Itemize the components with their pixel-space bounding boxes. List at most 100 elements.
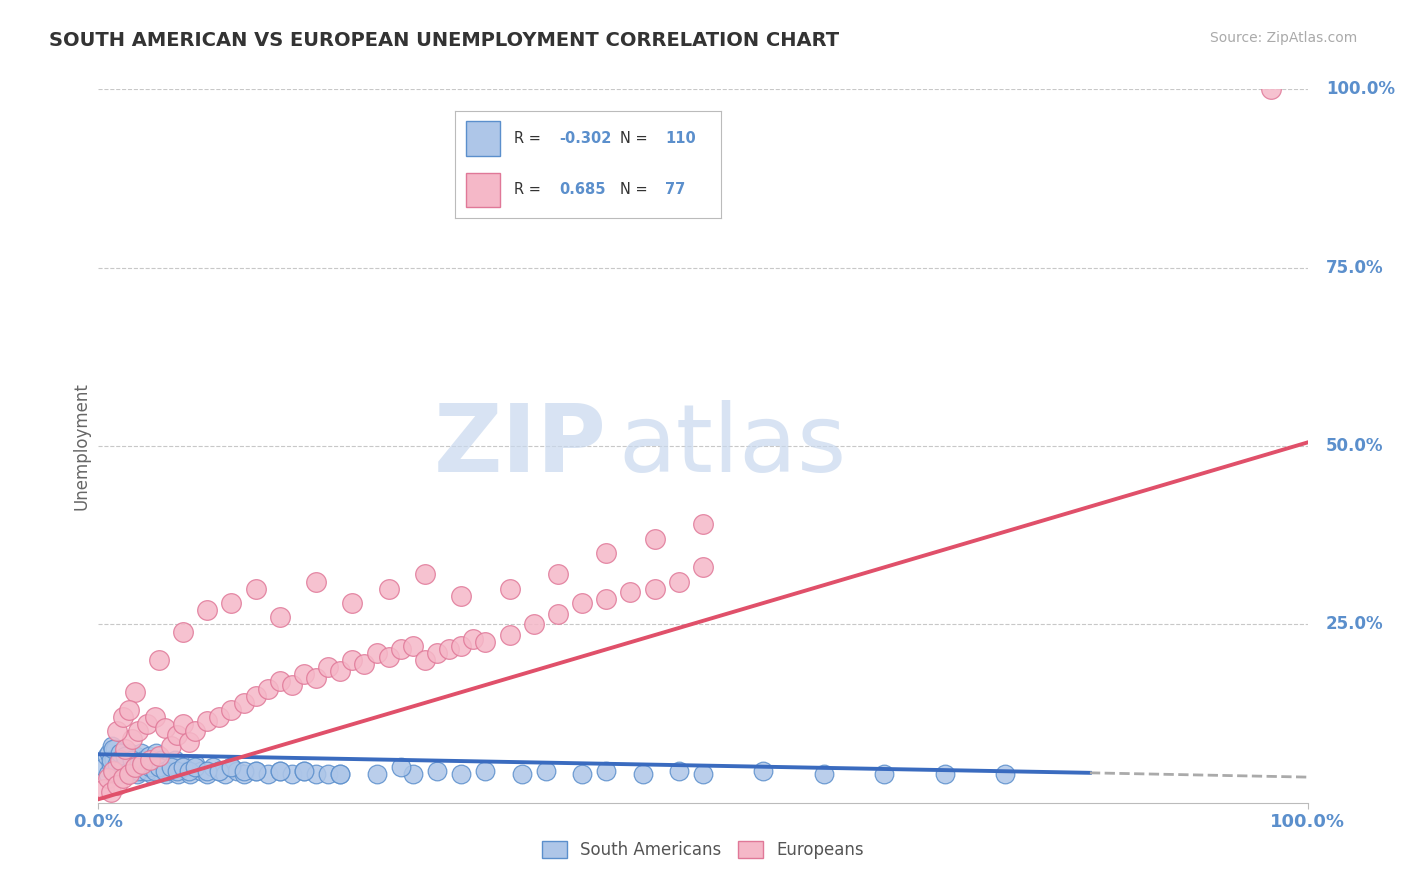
Point: [139, 753, 162, 767]
Point: [644, 582, 666, 596]
Point: [117, 767, 139, 781]
Point: [114, 760, 136, 774]
Point: [232, 767, 254, 781]
Point: [107, 749, 129, 764]
Point: [108, 753, 131, 767]
Point: [143, 710, 166, 724]
Point: [221, 596, 243, 610]
Point: [128, 756, 150, 771]
Point: [450, 589, 472, 603]
Point: [195, 714, 218, 728]
Point: [813, 767, 835, 781]
Point: [571, 596, 593, 610]
Point: [644, 532, 666, 546]
Point: [121, 753, 143, 767]
Point: [353, 657, 375, 671]
Point: [105, 778, 128, 792]
Point: [111, 771, 134, 785]
Point: [118, 746, 141, 760]
Point: [155, 767, 177, 781]
Point: [111, 710, 134, 724]
Point: [329, 767, 352, 781]
Point: [100, 785, 122, 799]
Point: [135, 764, 157, 778]
Point: [172, 760, 194, 774]
Point: [292, 667, 315, 681]
Point: [104, 742, 127, 756]
Point: [571, 767, 593, 781]
Point: [124, 760, 146, 774]
Point: [305, 767, 328, 781]
Point: [281, 767, 304, 781]
Point: [692, 560, 714, 574]
Point: [595, 592, 617, 607]
Point: [377, 582, 399, 596]
Point: [208, 764, 231, 778]
Point: [96, 749, 118, 764]
Point: [101, 764, 124, 778]
Point: [221, 760, 243, 774]
Point: [114, 749, 136, 764]
Point: [208, 710, 231, 724]
Point: [93, 781, 115, 796]
Point: [692, 517, 714, 532]
Text: ZIP: ZIP: [433, 400, 606, 492]
Point: [668, 574, 690, 589]
Point: [108, 746, 131, 760]
Point: [105, 724, 128, 739]
Point: [121, 753, 143, 767]
Point: [292, 764, 315, 778]
Point: [413, 653, 436, 667]
Point: [426, 764, 449, 778]
Point: [426, 646, 449, 660]
Point: [595, 546, 617, 560]
Point: [135, 717, 157, 731]
Point: [124, 685, 146, 699]
Point: [366, 646, 388, 660]
Point: [100, 739, 122, 753]
Point: [141, 767, 163, 781]
Point: [752, 764, 775, 778]
Point: [166, 728, 188, 742]
Point: [377, 649, 399, 664]
Point: [131, 764, 153, 778]
Point: [111, 764, 134, 778]
Point: [195, 767, 218, 781]
Point: [118, 764, 141, 778]
Point: [226, 764, 249, 778]
Point: [547, 607, 569, 621]
Point: [101, 742, 124, 756]
Point: [402, 767, 425, 781]
Point: [402, 639, 425, 653]
Point: [342, 596, 364, 610]
Point: [214, 767, 236, 781]
Point: [131, 756, 153, 771]
Point: [127, 767, 149, 781]
Point: [139, 760, 162, 774]
Point: [195, 764, 218, 778]
Point: [269, 764, 291, 778]
Point: [281, 678, 304, 692]
Text: atlas: atlas: [619, 400, 846, 492]
Point: [108, 767, 131, 781]
Point: [329, 767, 352, 781]
Text: 100.0%: 100.0%: [1326, 80, 1395, 98]
Point: [269, 764, 291, 778]
Point: [232, 696, 254, 710]
Point: [153, 721, 176, 735]
Point: [534, 764, 557, 778]
Point: [389, 760, 412, 774]
Point: [148, 749, 170, 764]
Point: [474, 635, 496, 649]
Point: [127, 724, 149, 739]
Point: [245, 764, 267, 778]
Point: [153, 764, 176, 778]
Point: [994, 767, 1017, 781]
Point: [245, 582, 267, 596]
Point: [269, 674, 291, 689]
Point: [111, 760, 134, 774]
Point: [148, 653, 170, 667]
Text: Source: ZipAtlas.com: Source: ZipAtlas.com: [1209, 31, 1357, 45]
Point: [118, 767, 141, 781]
Point: [1260, 82, 1282, 96]
